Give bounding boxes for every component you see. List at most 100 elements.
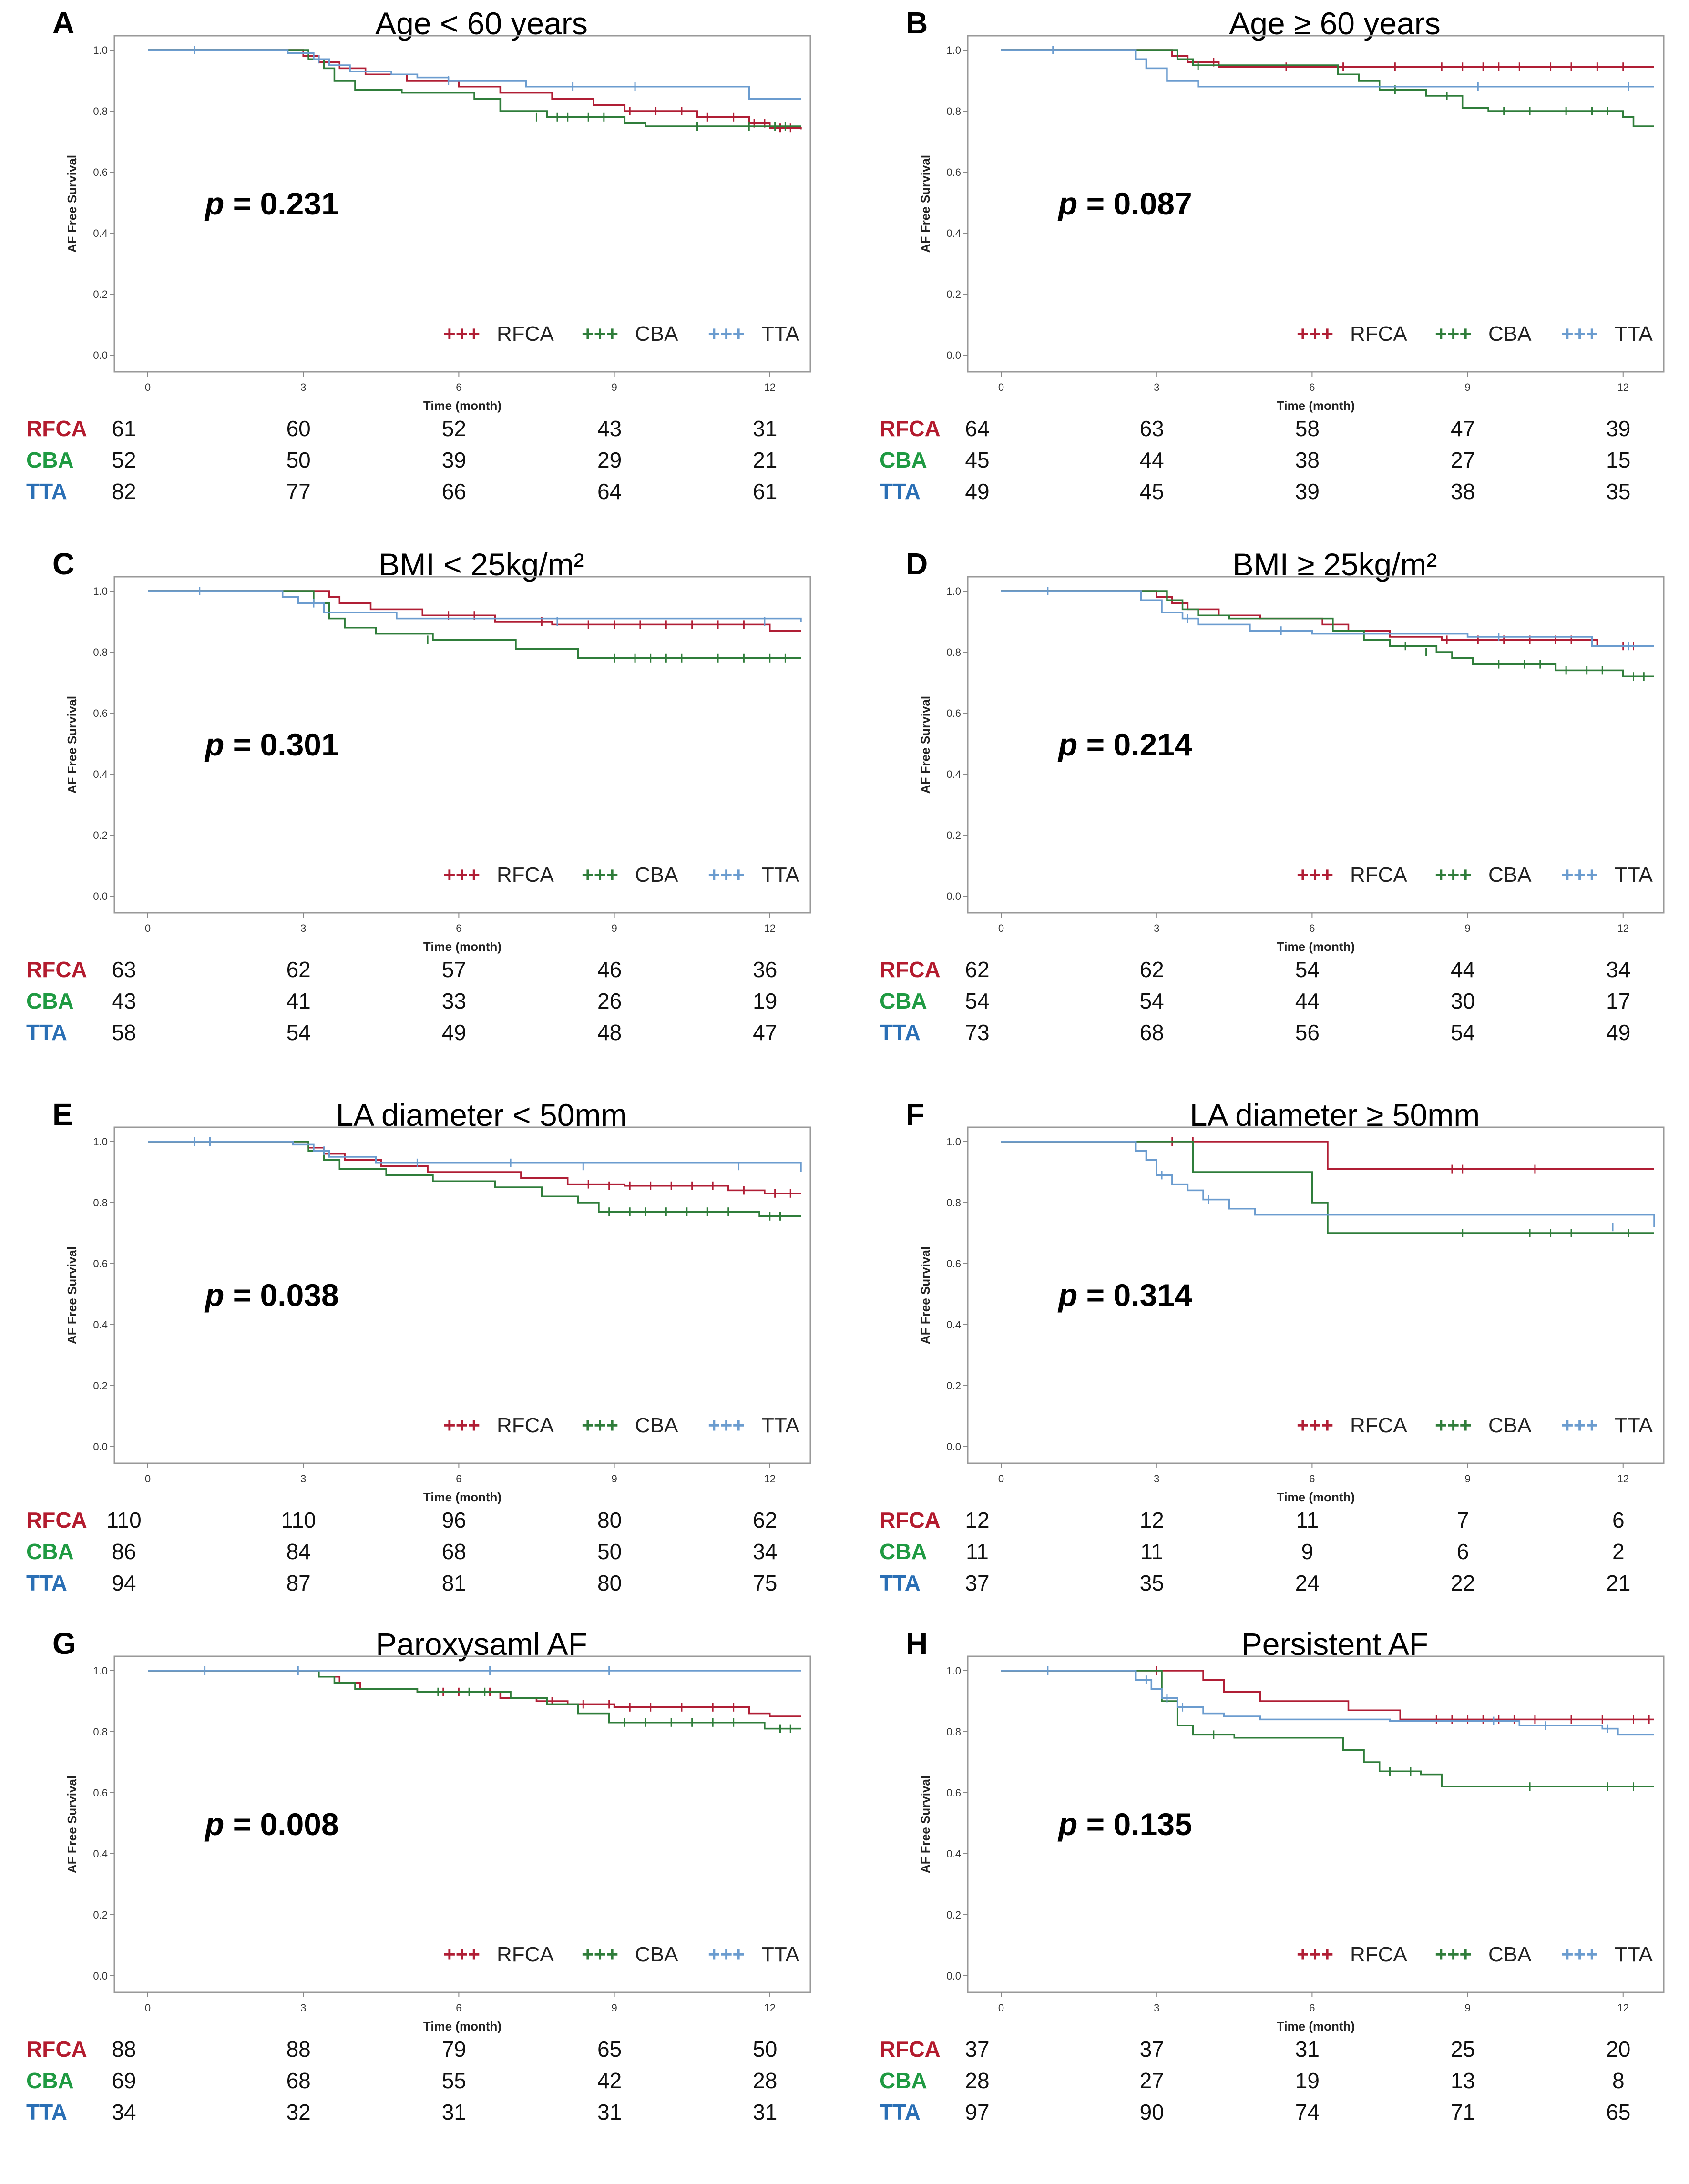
plot-frame	[967, 1655, 1665, 1993]
risk-cell: 17	[1606, 989, 1630, 1013]
risk-cell: 49	[1606, 1020, 1630, 1045]
panel-letter: F	[906, 1097, 924, 1132]
legend-label-cba: CBA	[635, 863, 678, 887]
p-value: p = 0.135	[1057, 1806, 1192, 1842]
risk-row-label-tta: TTA	[880, 1020, 921, 1045]
risk-cell: 41	[287, 989, 311, 1013]
risk-row-label-cba: CBA	[26, 448, 74, 472]
y-tick-label: 0.6	[946, 707, 961, 719]
legend-marker-cba: +++	[582, 1943, 618, 1966]
risk-cell: 12	[1140, 1508, 1164, 1532]
panel-letter: G	[52, 1626, 76, 1661]
risk-cell: 63	[112, 957, 136, 982]
panel-letter: B	[906, 6, 928, 40]
y-tick-label: 0.0	[93, 1970, 108, 1982]
risk-cell: 58	[112, 1020, 136, 1045]
risk-cell: 96	[442, 1508, 466, 1532]
x-tick-label: 9	[1464, 922, 1470, 934]
y-tick-label: 0.2	[93, 1380, 108, 1392]
risk-cell: 62	[1140, 957, 1164, 982]
legend-label-rfca: RFCA	[497, 863, 554, 887]
risk-cell: 62	[287, 957, 311, 982]
risk-cell: 69	[112, 2068, 136, 2093]
panel-letter: E	[52, 1097, 73, 1132]
risk-row-label-rfca: RFCA	[26, 2037, 87, 2062]
risk-cell: 110	[106, 1508, 141, 1532]
risk-cell: 11	[966, 1539, 989, 1564]
y-axis-label: AF Free Survival	[65, 1246, 79, 1344]
risk-cell: 9	[1301, 1539, 1314, 1564]
p-value: p = 0.231	[204, 186, 339, 221]
y-tick-label: 0.6	[93, 1258, 108, 1270]
risk-row-label-rfca: RFCA	[880, 416, 941, 441]
x-tick-label: 6	[456, 381, 461, 393]
risk-cell: 31	[597, 2100, 622, 2124]
series-line-cba	[148, 49, 801, 127]
risk-cell: 35	[1140, 1571, 1164, 1595]
risk-cell: 38	[1451, 479, 1475, 504]
risk-cell: 44	[1295, 989, 1320, 1013]
y-axis-label: AF Free Survival	[65, 1776, 79, 1873]
risk-cell: 80	[597, 1571, 622, 1595]
risk-cell: 62	[753, 1508, 777, 1532]
risk-cell: 52	[442, 416, 466, 441]
risk-cell: 110	[281, 1508, 316, 1532]
y-axis-label: AF Free Survival	[918, 1246, 932, 1344]
risk-cell: 25	[1451, 2037, 1475, 2062]
x-tick-label: 3	[300, 922, 306, 934]
risk-cell: 36	[753, 957, 777, 982]
risk-cell: 11	[1140, 1539, 1163, 1564]
risk-cell: 31	[753, 2100, 777, 2124]
risk-cell: 44	[1451, 957, 1475, 982]
y-tick-label: 0.2	[93, 829, 108, 841]
risk-cell: 6	[1457, 1539, 1469, 1564]
x-tick-label: 6	[456, 2002, 461, 2014]
x-tick-label: 9	[611, 922, 617, 934]
y-tick-label: 0.2	[946, 1909, 961, 1921]
risk-cell: 39	[1295, 479, 1320, 504]
p-value: p = 0.038	[204, 1277, 339, 1313]
risk-row-label-cba: CBA	[880, 1539, 927, 1564]
legend-label-tta: TTA	[761, 1943, 799, 1966]
risk-row-label-rfca: RFCA	[26, 1508, 87, 1532]
risk-cell: 82	[112, 479, 136, 504]
legend-marker-cba: +++	[1435, 1414, 1472, 1437]
risk-cell: 49	[965, 479, 989, 504]
p-value: p = 0.314	[1057, 1277, 1192, 1313]
legend-marker-rfca: +++	[443, 863, 480, 887]
series-line-cba	[1001, 1141, 1654, 1234]
risk-cell: 97	[965, 2100, 989, 2124]
y-axis-label: AF Free Survival	[65, 696, 79, 794]
risk-row-label-tta: TTA	[26, 2100, 67, 2124]
risk-cell: 54	[965, 989, 989, 1013]
risk-cell: 50	[753, 2037, 777, 2062]
x-tick-label: 3	[300, 2002, 306, 2014]
risk-cell: 55	[442, 2068, 466, 2093]
legend-marker-cba: +++	[1435, 322, 1472, 346]
y-tick-label: 1.0	[93, 44, 108, 56]
legend-marker-rfca: +++	[1297, 1414, 1333, 1437]
risk-row-label-rfca: RFCA	[880, 1508, 941, 1532]
legend-marker-rfca: +++	[1297, 863, 1333, 887]
y-axis-label: AF Free Survival	[918, 696, 932, 794]
risk-cell: 30	[1451, 989, 1475, 1013]
risk-row-label-cba: CBA	[880, 2068, 927, 2093]
risk-cell: 52	[112, 448, 136, 472]
y-tick-label: 0.4	[93, 1848, 108, 1860]
x-tick-label: 3	[1154, 922, 1159, 934]
risk-cell: 50	[287, 448, 311, 472]
y-tick-label: 0.8	[946, 1197, 961, 1209]
risk-row-label-cba: CBA	[26, 989, 74, 1013]
plot-frame	[113, 576, 811, 914]
y-tick-label: 0.0	[946, 890, 961, 902]
risk-cell: 47	[1451, 416, 1475, 441]
legend-label-cba: CBA	[1488, 322, 1532, 346]
risk-cell: 61	[112, 416, 136, 441]
y-tick-label: 0.4	[93, 1319, 108, 1331]
legend-marker-rfca: +++	[1297, 322, 1333, 346]
series-line-tta	[148, 49, 801, 100]
risk-cell: 32	[287, 2100, 311, 2124]
legend-marker-cba: +++	[1435, 863, 1472, 887]
risk-cell: 56	[1295, 1020, 1320, 1045]
y-tick-label: 0.6	[946, 166, 961, 178]
